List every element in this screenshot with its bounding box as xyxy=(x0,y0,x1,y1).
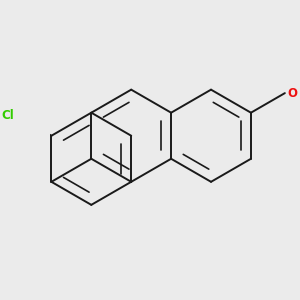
Text: Cl: Cl xyxy=(2,109,14,122)
Text: O: O xyxy=(287,87,297,100)
